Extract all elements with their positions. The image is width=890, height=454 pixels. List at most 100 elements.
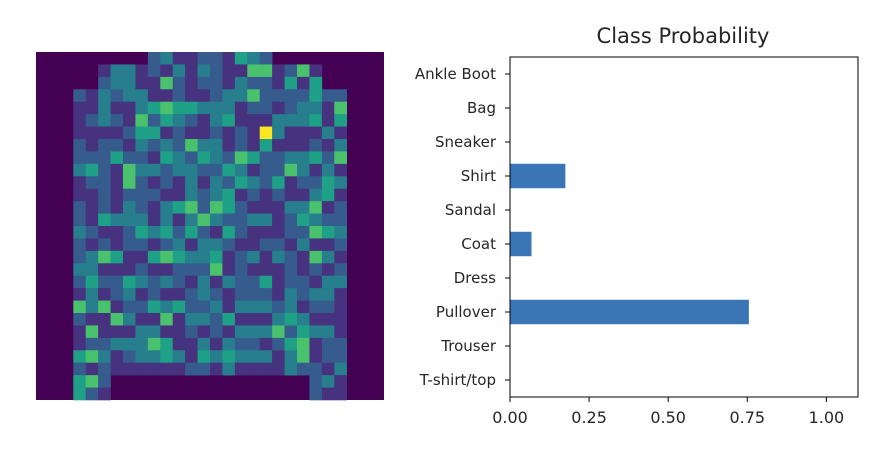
y-tick-label: Trouser <box>440 337 497 355</box>
heatmap-cell <box>147 300 161 314</box>
heatmap-cell <box>172 188 186 202</box>
heatmap-cell <box>160 275 174 289</box>
heatmap-cell <box>309 263 323 277</box>
heatmap-cell <box>160 163 174 177</box>
heatmap-cell <box>247 325 261 339</box>
heatmap-cell <box>234 163 248 177</box>
heatmap-cell <box>85 226 99 239</box>
heatmap-cell <box>135 275 149 289</box>
heatmap-cell <box>73 288 87 301</box>
heatmap-cell <box>123 263 136 277</box>
heatmap-cell <box>272 139 285 152</box>
heatmap-cell <box>197 201 211 214</box>
heatmap-cell <box>234 226 248 239</box>
heatmap-cell <box>110 114 124 127</box>
heatmap-cell <box>222 114 236 127</box>
heatmap-cell <box>135 250 149 264</box>
heatmap-cell <box>309 238 323 252</box>
x-tick-label: 0.50 <box>650 408 686 427</box>
heatmap-cell <box>73 226 87 239</box>
heatmap-cell <box>147 101 161 115</box>
heatmap-cell <box>147 188 161 202</box>
heatmap-cell <box>123 337 136 351</box>
heatmap-cell <box>222 213 236 227</box>
heatmap-cell <box>160 238 174 252</box>
heatmap-cell <box>147 250 161 264</box>
heatmap-cell <box>98 64 111 78</box>
heatmap-cell <box>185 226 198 239</box>
heatmap-cell <box>160 288 174 301</box>
heatmap-cell <box>259 350 273 364</box>
x-tick-label: 0.25 <box>571 408 607 427</box>
heatmap-cell <box>210 163 223 177</box>
heatmap-cell <box>334 201 348 214</box>
heatmap-cell <box>321 101 335 115</box>
heatmap-cell <box>321 163 335 177</box>
heatmap-cell <box>85 313 99 326</box>
heatmap-cell <box>147 76 161 90</box>
y-tick-label: Bag <box>467 99 496 117</box>
heatmap-cell <box>73 313 87 326</box>
heatmap-cell <box>160 139 174 152</box>
heatmap-cell <box>210 151 223 165</box>
heatmap-cell <box>185 201 198 214</box>
heatmap-cell <box>297 126 310 140</box>
heatmap-cell <box>272 337 285 351</box>
heatmap-cell <box>259 176 273 190</box>
heatmap-cell <box>234 201 248 214</box>
heatmap-cell <box>160 325 174 339</box>
heatmap-cell <box>197 250 211 264</box>
heatmap-cell <box>73 213 87 227</box>
heatmap-cell <box>210 250 223 264</box>
heatmap-cell <box>210 89 223 103</box>
heatmap-cell <box>334 250 348 264</box>
heatmap-cell <box>259 64 273 78</box>
y-tick-labels: T-shirt/top Trouser Pullover Dress Coat Sanda… <box>415 65 510 389</box>
heatmap-cell <box>147 337 161 351</box>
heatmap-cell <box>185 263 198 277</box>
heatmap-cell <box>334 288 348 301</box>
heatmap-cell <box>210 275 223 289</box>
heatmap-cell <box>98 126 111 140</box>
heatmap-cell <box>185 114 198 127</box>
heatmap-cell <box>234 362 248 376</box>
heatmap-cell <box>309 101 323 115</box>
heatmap-cell <box>135 64 149 78</box>
heatmap-cell <box>135 76 149 90</box>
heatmap-cell <box>309 337 323 351</box>
heatmap-cell <box>123 350 136 364</box>
heatmap-cell <box>222 89 236 103</box>
heatmap-cell <box>73 201 87 214</box>
heatmap-cell <box>247 163 261 177</box>
heatmap-cell <box>135 263 149 277</box>
heatmap-cell <box>197 114 211 127</box>
heatmap-cell <box>259 325 273 339</box>
heatmap-cell <box>135 350 149 364</box>
heatmap-cell <box>321 350 335 364</box>
heatmap-cell <box>272 263 285 277</box>
heatmap-cell <box>309 375 323 388</box>
heatmap-cell <box>272 126 285 140</box>
heatmap-cell <box>321 188 335 202</box>
heatmap-cell <box>309 325 323 339</box>
heatmap-cell <box>272 300 285 314</box>
heatmap-cell <box>172 76 186 90</box>
heatmap-cell <box>185 176 198 190</box>
heatmap-cell <box>222 313 236 326</box>
heatmap-cell <box>297 76 310 90</box>
heatmap-cell <box>309 139 323 152</box>
heatmap-cell <box>222 52 236 65</box>
heatmap-cell <box>259 226 273 239</box>
heatmap-cell <box>284 313 298 326</box>
heatmap-cell <box>197 76 211 90</box>
heatmap-cell <box>247 188 261 202</box>
heatmap-cell <box>259 238 273 252</box>
heatmap-cell <box>160 89 174 103</box>
heatmap-cell <box>73 139 87 152</box>
heatmap-cell <box>309 163 323 177</box>
heatmap-cell <box>197 226 211 239</box>
heatmap-cell <box>147 163 161 177</box>
heatmap-cell <box>185 313 198 326</box>
heatmap-cell <box>334 213 348 227</box>
